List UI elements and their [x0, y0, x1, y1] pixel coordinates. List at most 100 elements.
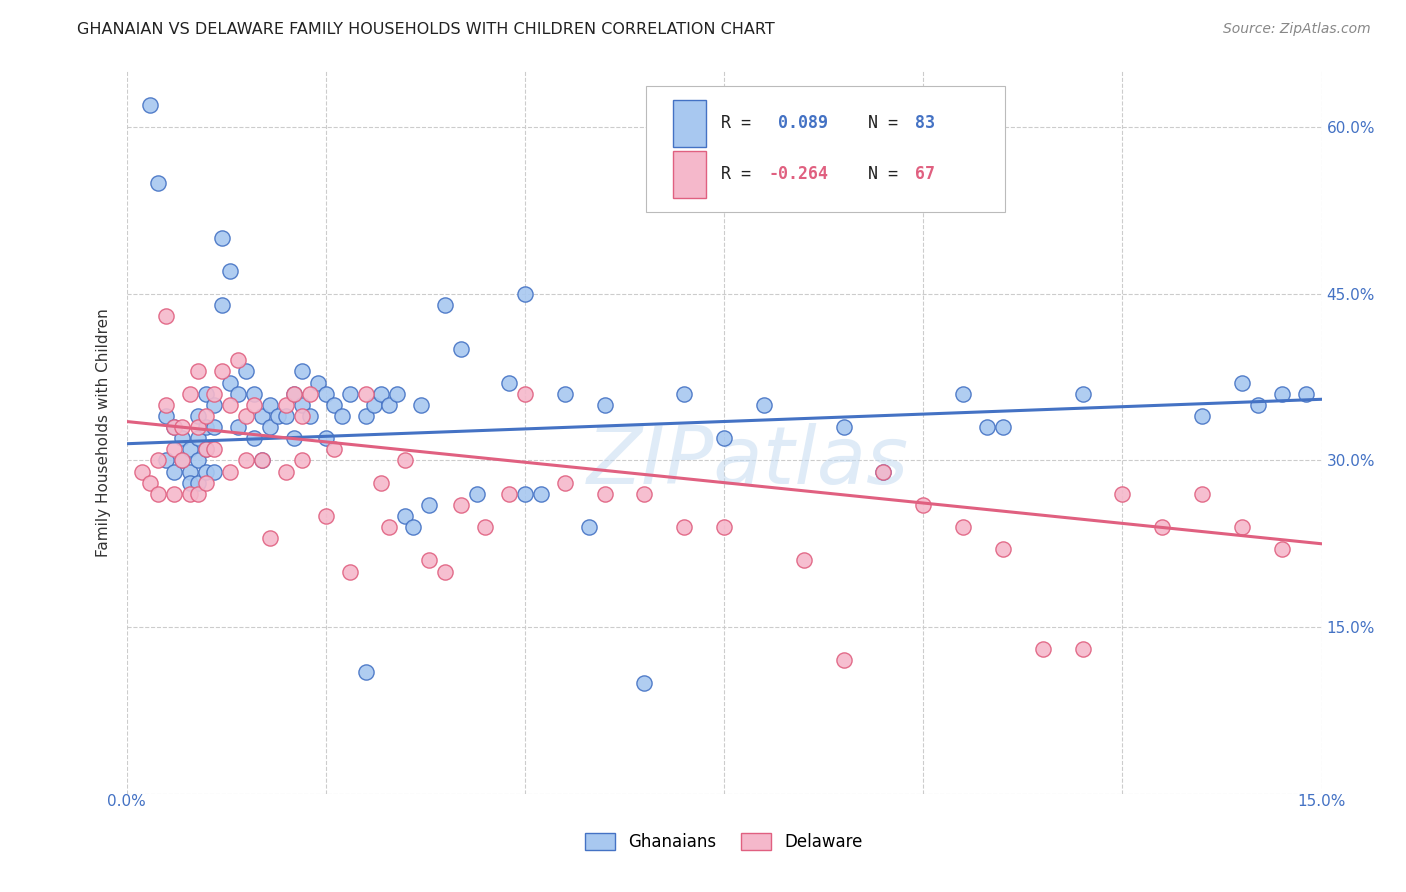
Point — [513, 386, 536, 401]
Point — [195, 465, 218, 479]
Point — [633, 487, 655, 501]
Point — [1071, 386, 1094, 401]
Point — [474, 520, 496, 534]
Point — [163, 442, 186, 457]
Point — [179, 442, 201, 457]
Point — [195, 409, 218, 423]
Point — [179, 487, 201, 501]
Point — [187, 364, 209, 378]
Point — [673, 520, 696, 534]
Point — [243, 431, 266, 445]
Point — [394, 508, 416, 523]
Point — [259, 420, 281, 434]
Point — [259, 531, 281, 545]
Text: N =: N = — [868, 165, 907, 183]
Point — [354, 665, 377, 679]
Point — [322, 442, 344, 457]
Point — [187, 420, 209, 434]
Point — [912, 498, 935, 512]
Point — [274, 409, 297, 423]
Point — [633, 675, 655, 690]
Point — [450, 343, 472, 357]
Point — [307, 376, 329, 390]
Point — [434, 298, 457, 312]
Point — [1230, 520, 1253, 534]
Legend: Ghanaians, Delaware: Ghanaians, Delaware — [578, 826, 870, 858]
Text: R =: R = — [720, 165, 761, 183]
Point — [235, 409, 257, 423]
Point — [339, 386, 361, 401]
Point — [713, 520, 735, 534]
Point — [394, 453, 416, 467]
Point — [578, 520, 600, 534]
Point — [291, 398, 314, 412]
Point — [291, 364, 314, 378]
Point — [322, 398, 344, 412]
Point — [202, 465, 225, 479]
Point — [163, 420, 186, 434]
Point — [1271, 542, 1294, 557]
Point — [976, 420, 998, 434]
Text: N =: N = — [868, 114, 907, 132]
Point — [673, 386, 696, 401]
Point — [291, 409, 314, 423]
Point — [250, 409, 273, 423]
Point — [1230, 376, 1253, 390]
Point — [219, 264, 242, 278]
FancyBboxPatch shape — [647, 86, 1005, 212]
Point — [274, 465, 297, 479]
Point — [315, 508, 337, 523]
Point — [1295, 386, 1317, 401]
Point — [163, 420, 186, 434]
Point — [172, 420, 194, 434]
Point — [713, 431, 735, 445]
Point — [872, 465, 894, 479]
Text: 83: 83 — [915, 114, 935, 132]
Text: 0.0%: 0.0% — [107, 794, 146, 809]
Point — [202, 386, 225, 401]
Point — [378, 520, 401, 534]
Point — [139, 97, 162, 112]
Point — [952, 386, 974, 401]
Point — [267, 409, 290, 423]
Point — [991, 542, 1014, 557]
Point — [1191, 487, 1213, 501]
Text: 67: 67 — [915, 165, 935, 183]
Point — [330, 409, 353, 423]
Y-axis label: Family Households with Children: Family Households with Children — [96, 309, 111, 557]
Point — [179, 465, 201, 479]
Point — [219, 376, 242, 390]
Point — [211, 298, 233, 312]
Point — [315, 431, 337, 445]
Text: ZIPatlas: ZIPatlas — [586, 423, 910, 500]
Point — [465, 487, 488, 501]
Point — [593, 398, 616, 412]
Point — [235, 453, 257, 467]
Point — [354, 409, 377, 423]
Point — [155, 398, 177, 412]
Point — [952, 520, 974, 534]
Point — [832, 420, 855, 434]
Point — [155, 453, 177, 467]
Point — [202, 442, 225, 457]
Point — [131, 465, 153, 479]
Point — [513, 286, 536, 301]
Point — [211, 231, 233, 245]
Point — [315, 386, 337, 401]
Point — [148, 487, 170, 501]
Point — [872, 465, 894, 479]
Point — [1032, 642, 1054, 657]
Point — [179, 386, 201, 401]
Point — [187, 487, 209, 501]
Point — [450, 498, 472, 512]
Point — [554, 386, 576, 401]
Point — [148, 453, 170, 467]
Point — [155, 309, 177, 323]
Point — [187, 453, 209, 467]
Point — [202, 420, 225, 434]
Point — [195, 442, 218, 457]
Point — [530, 487, 553, 501]
Point — [155, 409, 177, 423]
Text: 15.0%: 15.0% — [1298, 794, 1346, 809]
Point — [339, 565, 361, 579]
